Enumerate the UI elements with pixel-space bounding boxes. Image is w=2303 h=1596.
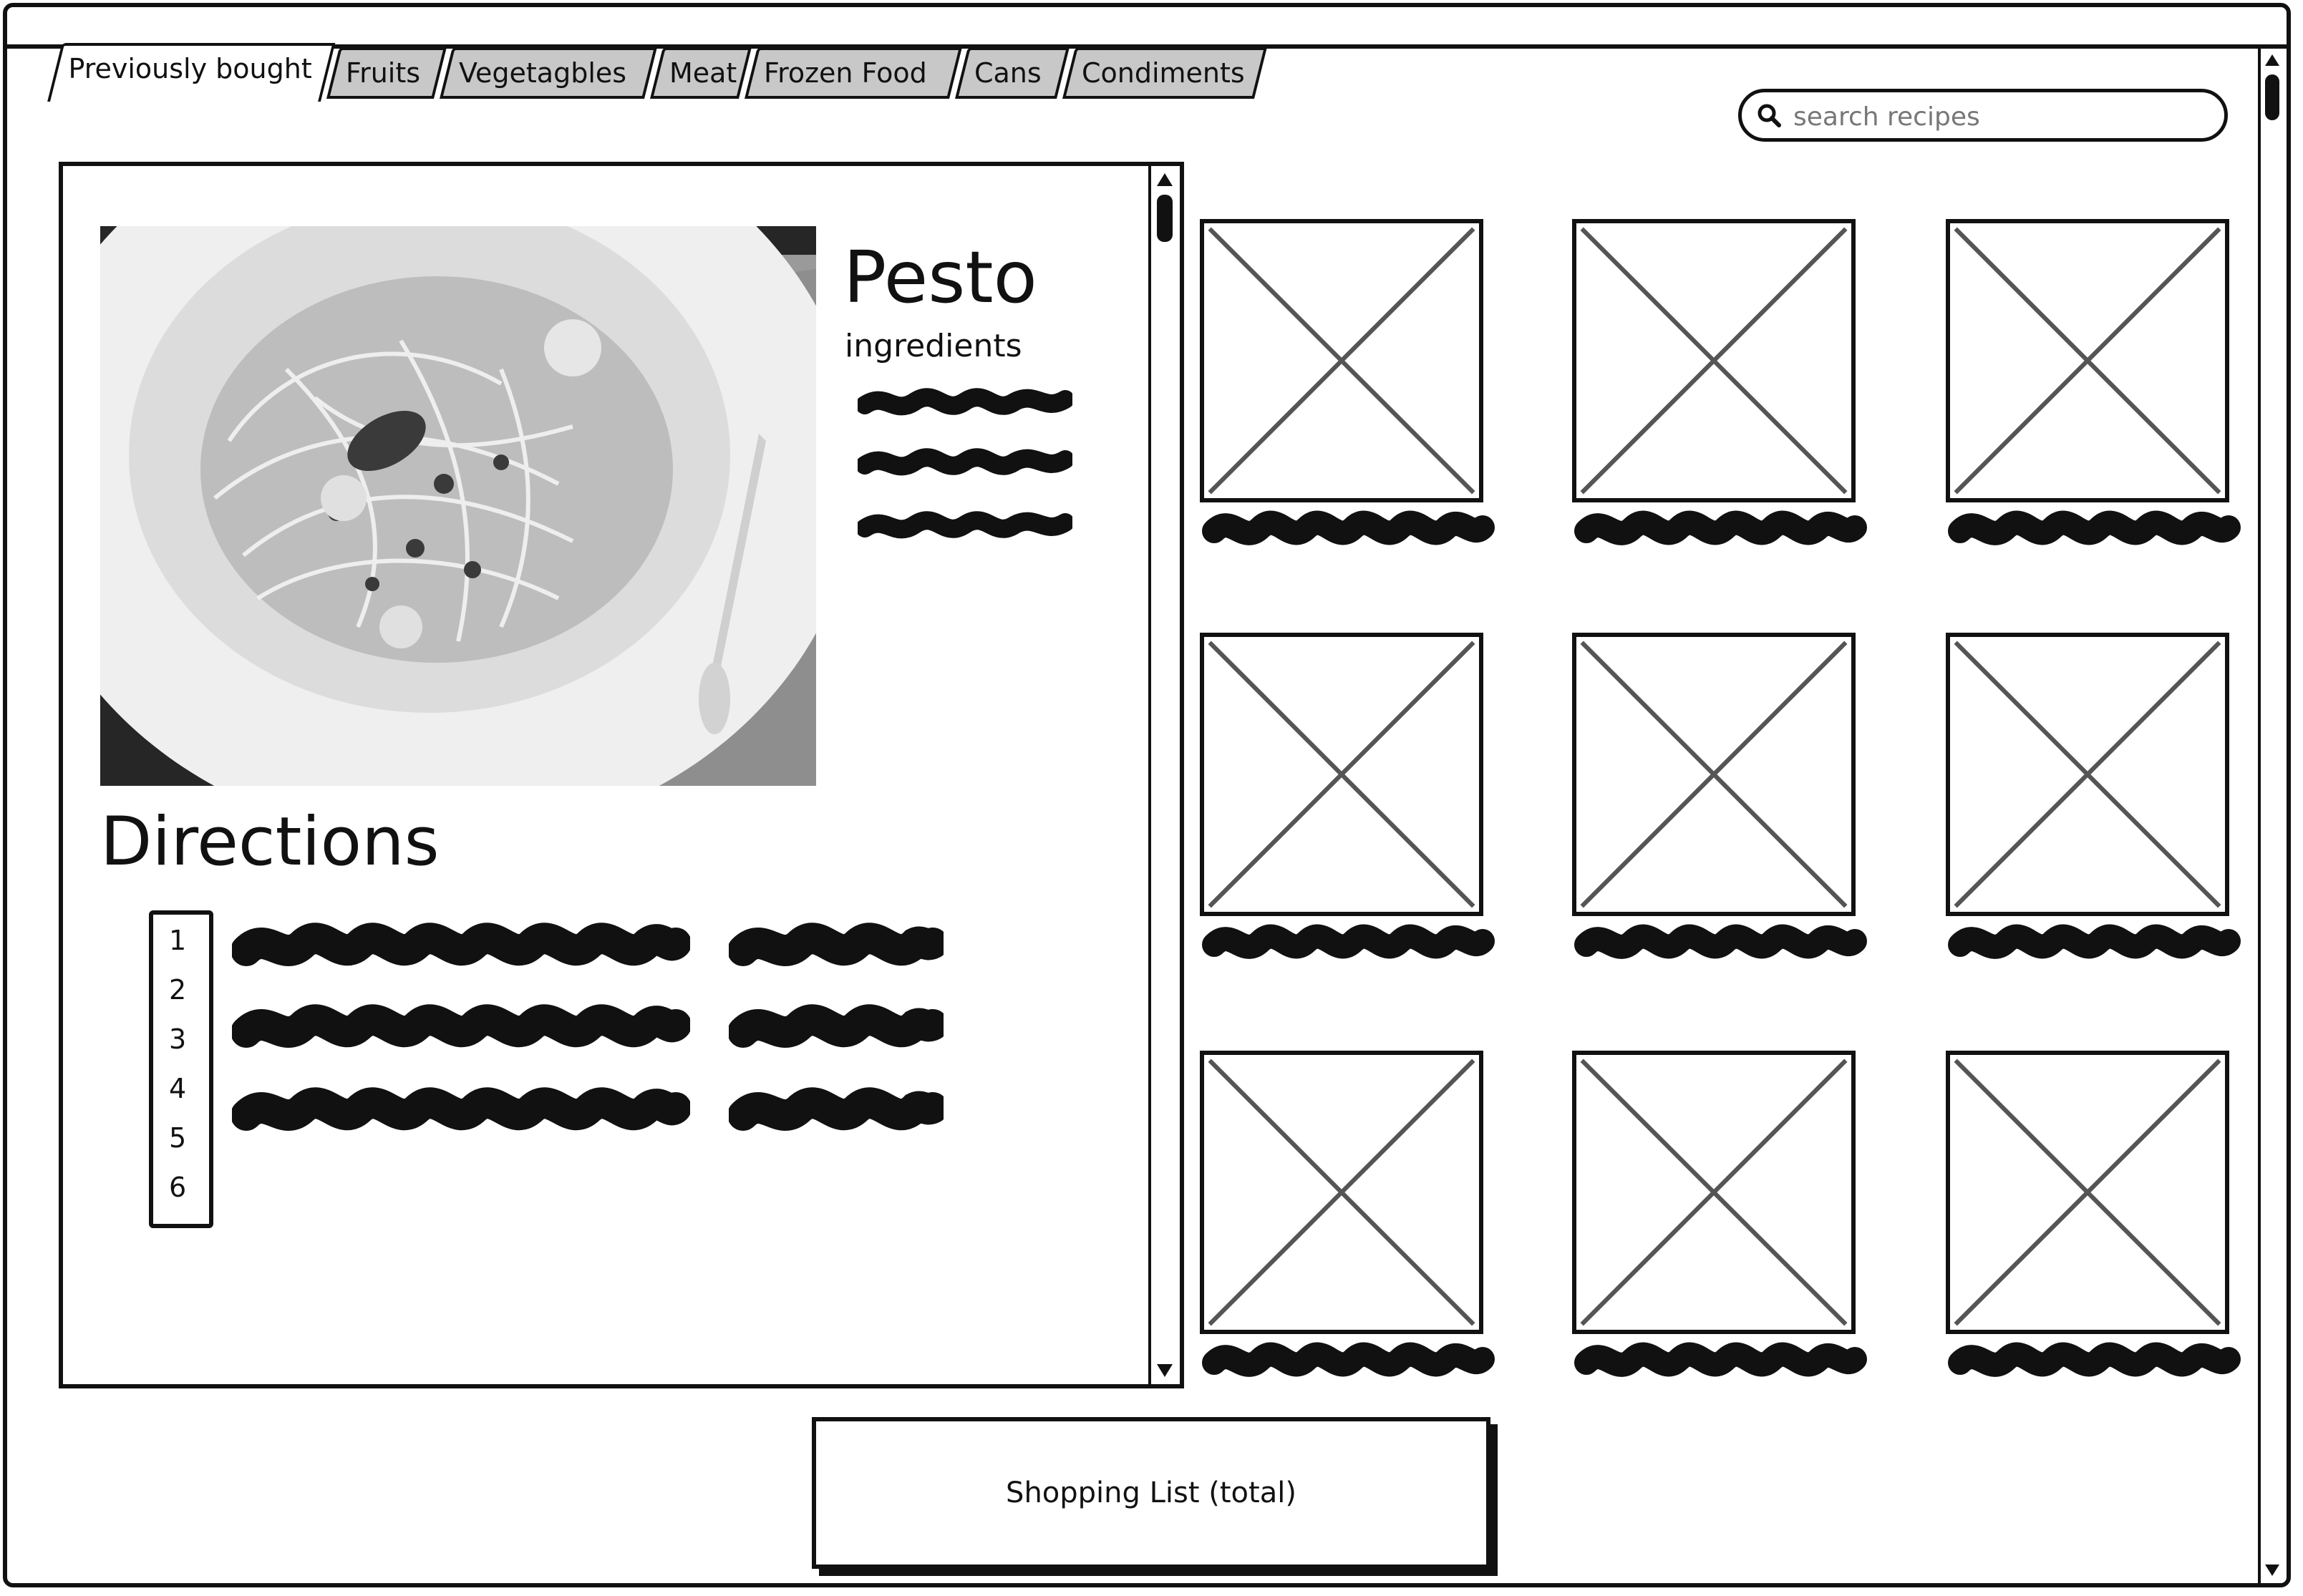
window-scrollbar[interactable] xyxy=(2258,49,2287,1583)
image-placeholder-icon xyxy=(1572,1051,1856,1334)
tab-label: Frozen Food xyxy=(763,57,927,89)
direction-line xyxy=(232,996,690,1054)
tab-meat[interactable]: Meat xyxy=(650,47,752,99)
search-box[interactable] xyxy=(1738,89,2228,142)
recipe-card-caption xyxy=(1200,502,1495,555)
recipe-card[interactable] xyxy=(1200,1051,1495,1387)
recipe-card[interactable] xyxy=(1946,219,2241,555)
tab-label: Meat xyxy=(669,57,737,89)
step-number: 4 xyxy=(169,1073,187,1104)
step-number-list: 1 2 3 4 5 6 xyxy=(149,910,213,1228)
image-placeholder-icon xyxy=(1572,633,1856,916)
direction-line xyxy=(729,1079,944,1137)
step-number: 2 xyxy=(169,974,187,1006)
recipe-card-caption xyxy=(1572,1334,1867,1387)
image-placeholder-icon xyxy=(1200,1051,1483,1334)
image-placeholder-icon xyxy=(1946,633,2229,916)
ingredient-line xyxy=(858,384,1072,419)
direction-line xyxy=(232,915,690,972)
recipe-card-caption xyxy=(1946,916,2241,969)
tab-frozen-food[interactable]: Frozen Food xyxy=(745,47,962,99)
step-number: 1 xyxy=(169,925,187,956)
recipe-card[interactable] xyxy=(1200,219,1495,555)
direction-line xyxy=(729,915,944,972)
app-window xyxy=(3,3,2291,1587)
recipe-card-caption xyxy=(1946,1334,2241,1387)
direction-line xyxy=(729,996,944,1054)
recipe-card[interactable] xyxy=(1572,219,1867,555)
tab-cans[interactable]: Cans xyxy=(955,47,1070,99)
scroll-down-arrow-icon[interactable] xyxy=(1155,1361,1174,1380)
scroll-up-arrow-icon[interactable] xyxy=(2264,52,2281,69)
recipe-card-caption xyxy=(1200,1334,1495,1387)
ingredient-line xyxy=(858,507,1072,542)
image-placeholder-icon xyxy=(1946,219,2229,502)
tab-condiments[interactable]: Condiments xyxy=(1062,47,1267,99)
ingredient-line xyxy=(858,444,1072,480)
step-number: 6 xyxy=(169,1172,187,1203)
search-input[interactable] xyxy=(1792,98,2210,135)
shopping-list-label: Shopping List (total) xyxy=(1006,1476,1296,1509)
recipe-card[interactable] xyxy=(1200,633,1495,969)
recipe-detail-panel: Pesto ingredients Directions 1 2 3 4 5 6 xyxy=(59,162,1184,1388)
shopping-list-button[interactable]: Shopping List (total) xyxy=(812,1417,1490,1569)
recipe-card-caption xyxy=(1200,916,1495,969)
direction-line xyxy=(232,1079,690,1137)
tab-label: Previously bought xyxy=(68,53,312,84)
image-placeholder-icon xyxy=(1200,219,1483,502)
tab-label: Condiments xyxy=(1081,57,1245,89)
scroll-down-arrow-icon[interactable] xyxy=(2264,1562,2281,1579)
title-bar xyxy=(7,7,2287,49)
recipe-card[interactable] xyxy=(1572,633,1867,969)
image-placeholder-icon xyxy=(1572,219,1856,502)
image-placeholder-icon xyxy=(1200,633,1483,916)
recipe-card-caption xyxy=(1572,502,1867,555)
recipe-title: Pesto xyxy=(843,235,1037,319)
recipe-card[interactable] xyxy=(1946,1051,2241,1387)
scroll-up-arrow-icon[interactable] xyxy=(1155,170,1174,189)
recipe-card[interactable] xyxy=(1572,1051,1867,1387)
recipe-card-caption xyxy=(1946,502,2241,555)
directions-title: Directions xyxy=(100,803,440,881)
step-number: 5 xyxy=(169,1122,187,1154)
tab-vegetagbles[interactable]: Vegetagbles xyxy=(440,47,657,99)
recipe-card-caption xyxy=(1572,916,1867,969)
recipe-card[interactable] xyxy=(1946,633,2241,969)
step-number: 3 xyxy=(169,1023,187,1055)
image-placeholder-icon xyxy=(1946,1051,2229,1334)
scroll-thumb[interactable] xyxy=(1157,195,1173,242)
tab-previously-bought[interactable]: Previously bought xyxy=(47,43,336,102)
tab-label: Cans xyxy=(974,57,1042,89)
recipe-photo xyxy=(100,226,816,786)
panel-scrollbar[interactable] xyxy=(1148,166,1180,1384)
scroll-thumb[interactable] xyxy=(2265,74,2279,120)
tab-label: Fruits xyxy=(345,57,421,89)
tab-label: Vegetagbles xyxy=(458,57,627,89)
ingredients-label: ingredients xyxy=(845,328,1022,364)
search-icon xyxy=(1756,102,1782,128)
tab-fruits[interactable]: Fruits xyxy=(326,47,447,99)
